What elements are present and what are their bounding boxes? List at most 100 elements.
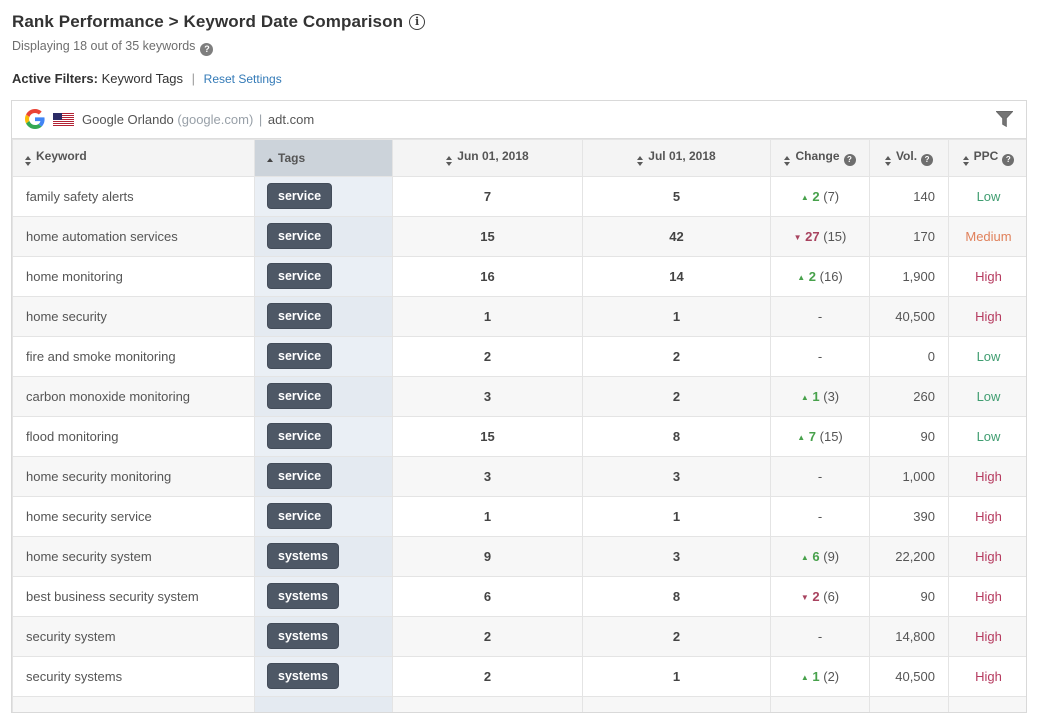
rank-jun-cell: 1 <box>392 295 583 337</box>
column-label-date-jul: Jul 01, 2018 <box>648 149 716 163</box>
sort-up-down-icon <box>446 156 453 166</box>
column-header-date-jun[interactable]: Jun 01, 2018 <box>392 138 583 177</box>
table-row: home security system systems 9 3 ▲ 6 (9) <box>12 535 1026 577</box>
ppc-cell: High <box>948 615 1026 657</box>
change-cell: ▲ 2 (16) <box>770 255 870 297</box>
ppc-level: Low <box>976 428 1001 444</box>
table-row: home monitoring service 16 14 ▲ 2 (16) <box>12 255 1026 297</box>
ppc-level: High <box>975 588 1002 604</box>
tag-badge[interactable]: service <box>267 223 333 249</box>
column-header-ppc[interactable]: PPC? <box>948 138 1026 177</box>
engine-domain: (google.com) <box>177 111 254 127</box>
column-header-tags[interactable]: Tags <box>254 138 393 177</box>
source-separator: | <box>258 111 263 127</box>
question-help-icon[interactable]: ? <box>921 153 934 166</box>
tags-cell: systems <box>254 575 393 617</box>
rank-jul-cell: 2 <box>582 335 771 377</box>
change-arrow-icon: ▲ <box>800 552 809 562</box>
source-bar: Google Orlando (google.com) | adt.com <box>12 101 1026 139</box>
keyword-cell: family safety alerts <box>12 175 255 217</box>
change-delta: 2 <box>808 268 817 284</box>
change-previous: (9) <box>823 548 840 564</box>
volume-cell: 22,200 <box>869 535 949 577</box>
ppc-level: High <box>975 508 1002 524</box>
volume-cell: 90 <box>869 575 949 617</box>
column-header-vol[interactable]: Vol.? <box>869 138 949 177</box>
keyword-count-text: Displaying 18 out of 35 keywords <box>12 39 196 53</box>
rank-jul-cell: 1 <box>582 655 771 697</box>
change-delta: 2 <box>812 588 820 604</box>
sort-up-down-icon <box>962 156 969 166</box>
tag-badge[interactable]: systems <box>267 583 340 609</box>
keyword-count-subtitle: Displaying 18 out of 35 keywords? <box>12 39 1027 56</box>
change-value: - <box>818 469 822 484</box>
tags-cell: service <box>254 455 393 497</box>
info-icon[interactable]: i <box>409 13 426 30</box>
page-title-text: Rank Performance > Keyword Date Comparis… <box>12 12 404 31</box>
rank-jun-cell: 2 <box>392 655 583 697</box>
ppc-cell: Low <box>948 175 1026 217</box>
change-previous: (3) <box>823 388 840 404</box>
tag-badge[interactable]: service <box>267 383 333 409</box>
tag-badge[interactable]: service <box>267 303 333 329</box>
tag-badge[interactable]: systems <box>267 663 340 689</box>
rank-jul-cell <box>582 695 771 712</box>
tag-badge[interactable]: service <box>267 463 333 489</box>
ppc-cell: High <box>948 575 1026 617</box>
rank-jun-cell: 3 <box>392 375 583 417</box>
change-arrow-icon: ▲ <box>797 432 806 442</box>
change-cell: - <box>770 335 870 377</box>
tag-badge[interactable]: service <box>267 263 333 289</box>
ppc-level: Medium <box>965 228 1012 244</box>
ppc-cell: Low <box>948 375 1026 417</box>
rank-jun-cell: 9 <box>392 535 583 577</box>
tags-cell <box>254 695 393 712</box>
column-header-date-jul[interactable]: Jul 01, 2018 <box>582 138 771 177</box>
rank-table-card: Google Orlando (google.com) | adt.com Ke… <box>11 99 1027 713</box>
ppc-level: Low <box>976 348 1001 364</box>
column-header-keyword[interactable]: Keyword <box>12 138 255 177</box>
change-delta: 1 <box>812 388 820 404</box>
change-value: - <box>818 309 822 324</box>
ppc-cell: High <box>948 655 1026 697</box>
tags-cell: service <box>254 415 393 457</box>
tag-badge[interactable]: service <box>267 343 333 369</box>
volume-cell: 170 <box>869 215 949 257</box>
column-header-change[interactable]: Change? <box>770 138 870 177</box>
tags-cell: service <box>254 215 393 257</box>
help-icon[interactable]: ? <box>200 42 214 56</box>
question-help-icon[interactable]: ? <box>843 153 856 166</box>
change-cell: - <box>770 455 870 497</box>
rank-jun-cell: 15 <box>392 415 583 457</box>
table-row: security system systems 2 2 - <box>12 615 1026 657</box>
tag-badge[interactable]: service <box>267 503 333 529</box>
tag-badge[interactable]: service <box>267 423 333 449</box>
filter-funnel-icon[interactable] <box>996 111 1013 127</box>
reset-settings-link[interactable]: Reset Settings <box>203 71 282 86</box>
tag-badge[interactable]: systems <box>267 623 340 649</box>
ppc-level: High <box>975 548 1002 564</box>
tag-badge[interactable]: systems <box>267 543 340 569</box>
ppc-level: High <box>975 668 1002 684</box>
change-previous: (16) <box>819 268 843 284</box>
keyword-cell: home monitoring <box>12 255 255 297</box>
ppc-level: High <box>975 268 1002 284</box>
table-row: carbon monoxide monitoring service 3 2 ▲… <box>12 375 1026 417</box>
ppc-cell: Medium <box>948 215 1026 257</box>
rank-jun-cell: 2 <box>392 335 583 377</box>
volume-cell: 260 <box>869 375 949 417</box>
change-value: ▼ 27 (15) <box>794 229 847 244</box>
keyword-cell: home security monitoring <box>12 455 255 497</box>
table-row: security systems systems 2 1 ▲ 1 (2) <box>12 655 1026 697</box>
table-row: fire and smoke monitoring service 2 2 - <box>12 335 1026 377</box>
table-row: family safety alerts service 7 5 ▲ 2 (7) <box>12 175 1026 217</box>
ppc-cell: High <box>948 455 1026 497</box>
engine-location: Google Orlando <box>82 111 174 127</box>
question-help-icon[interactable]: ? <box>1002 153 1015 166</box>
volume-cell: 40,500 <box>869 655 949 697</box>
keyword-cell: security system <box>12 615 255 657</box>
volume-cell: 40,500 <box>869 295 949 337</box>
active-filters-bar: Active Filters: Keyword Tags | Reset Set… <box>12 71 1027 86</box>
tag-badge[interactable]: service <box>267 183 333 209</box>
tags-cell: service <box>254 495 393 537</box>
